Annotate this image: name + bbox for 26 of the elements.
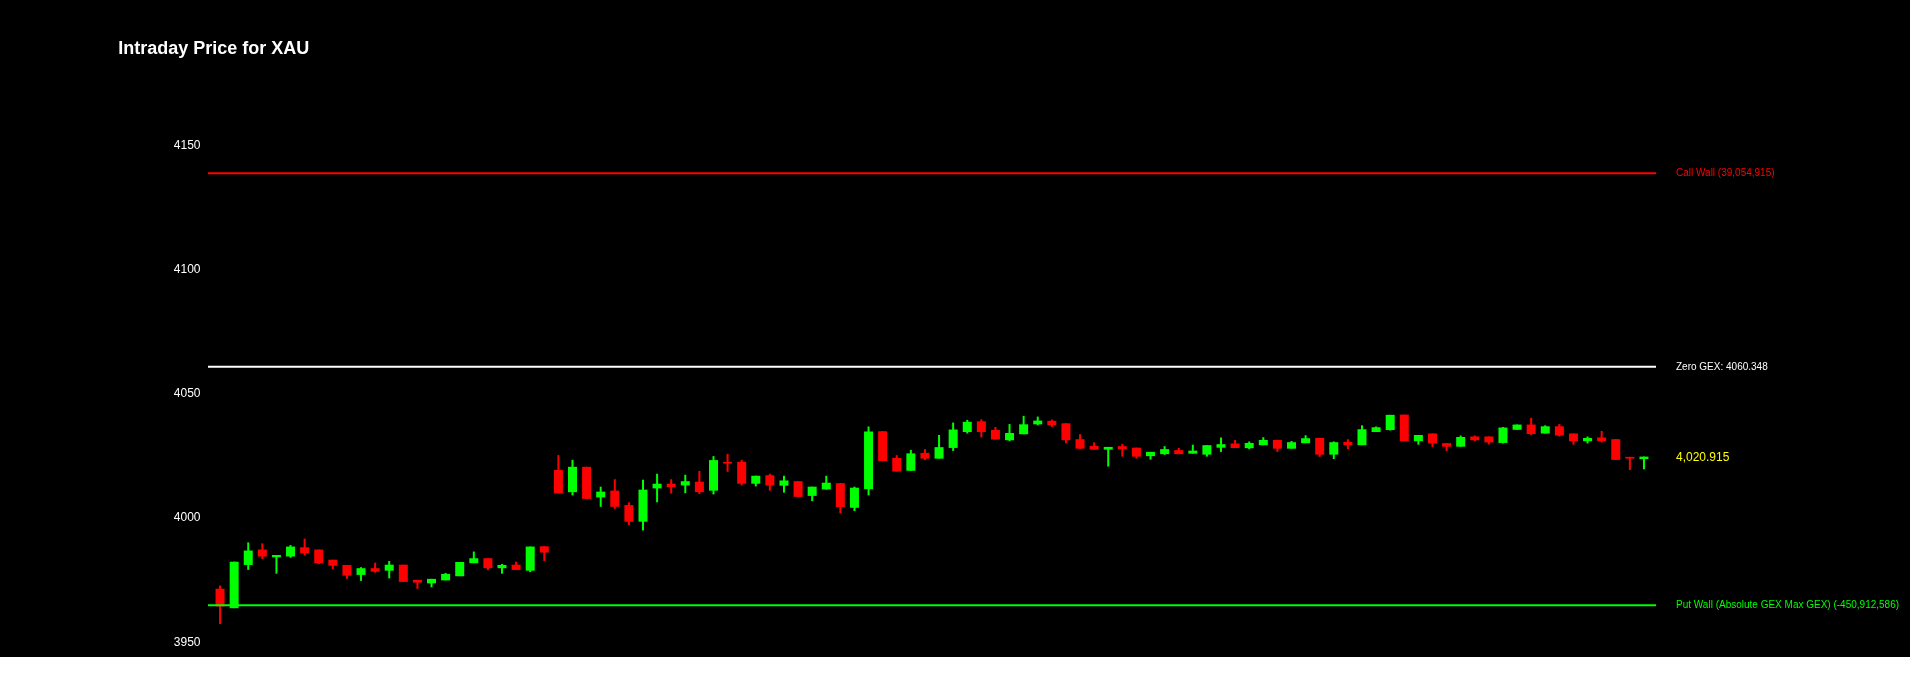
y-tick-label: 4050: [173, 386, 201, 400]
candlestick: [976, 418, 986, 439]
candlestick: [610, 478, 620, 510]
text: 4,020.915: [1676, 449, 1730, 464]
candlestick: [553, 454, 563, 495]
ref-line-label: Put Wall (Absolute GEX Max GEX) (-450,912,586): [1676, 599, 1900, 611]
candlestick: [906, 448, 916, 472]
ref-line-label: Zero GEX: 4060.348: [1676, 360, 1769, 372]
candlestick: [1611, 438, 1621, 461]
y-tick-label: 3950: [173, 634, 201, 649]
candlestick: [624, 501, 634, 526]
candlestick: [680, 473, 690, 495]
candlestick: [271, 554, 281, 575]
candlestick: [835, 482, 845, 515]
y-tick-label: 4100: [173, 261, 201, 276]
candlestick: [934, 433, 944, 460]
chart-title: Intraday Price for XAU: [118, 38, 310, 58]
candlestick: [1061, 422, 1071, 445]
y-tick-label: 4000: [173, 510, 201, 525]
y-tick-label: 4150: [173, 137, 201, 152]
candlestick: [737, 458, 747, 487]
candlestick: [948, 421, 958, 452]
ref-line-label: Call Wall (39,054,915): [1676, 167, 1775, 179]
candlestick: [849, 485, 859, 513]
candlestick: [694, 470, 704, 496]
candlestick: [243, 541, 253, 571]
